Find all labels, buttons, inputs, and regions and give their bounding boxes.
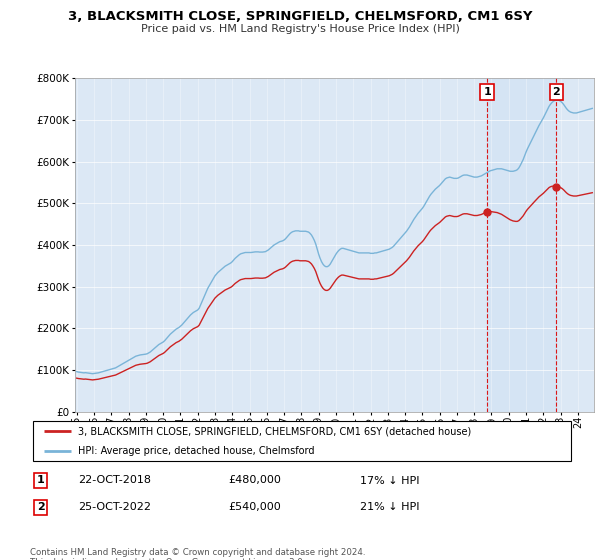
Text: Contains HM Land Registry data © Crown copyright and database right 2024.
This d: Contains HM Land Registry data © Crown c… <box>30 548 365 560</box>
Text: 25-OCT-2022: 25-OCT-2022 <box>78 502 151 512</box>
Text: 1: 1 <box>483 87 491 97</box>
Text: 3, BLACKSMITH CLOSE, SPRINGFIELD, CHELMSFORD, CM1 6SY: 3, BLACKSMITH CLOSE, SPRINGFIELD, CHELMS… <box>68 10 532 22</box>
Text: HPI: Average price, detached house, Chelmsford: HPI: Average price, detached house, Chel… <box>78 446 314 456</box>
Text: 2: 2 <box>37 502 44 512</box>
Text: 1: 1 <box>37 475 44 486</box>
Text: 3, BLACKSMITH CLOSE, SPRINGFIELD, CHELMSFORD, CM1 6SY (detached house): 3, BLACKSMITH CLOSE, SPRINGFIELD, CHELMS… <box>78 426 471 436</box>
Text: 2: 2 <box>553 87 560 97</box>
FancyBboxPatch shape <box>33 421 571 461</box>
Text: 17% ↓ HPI: 17% ↓ HPI <box>360 475 419 486</box>
Bar <box>487 78 556 412</box>
Text: £480,000: £480,000 <box>228 475 281 486</box>
Text: Price paid vs. HM Land Registry's House Price Index (HPI): Price paid vs. HM Land Registry's House … <box>140 24 460 34</box>
Text: 22-OCT-2018: 22-OCT-2018 <box>78 475 151 486</box>
Text: £540,000: £540,000 <box>228 502 281 512</box>
Text: 21% ↓ HPI: 21% ↓ HPI <box>360 502 419 512</box>
